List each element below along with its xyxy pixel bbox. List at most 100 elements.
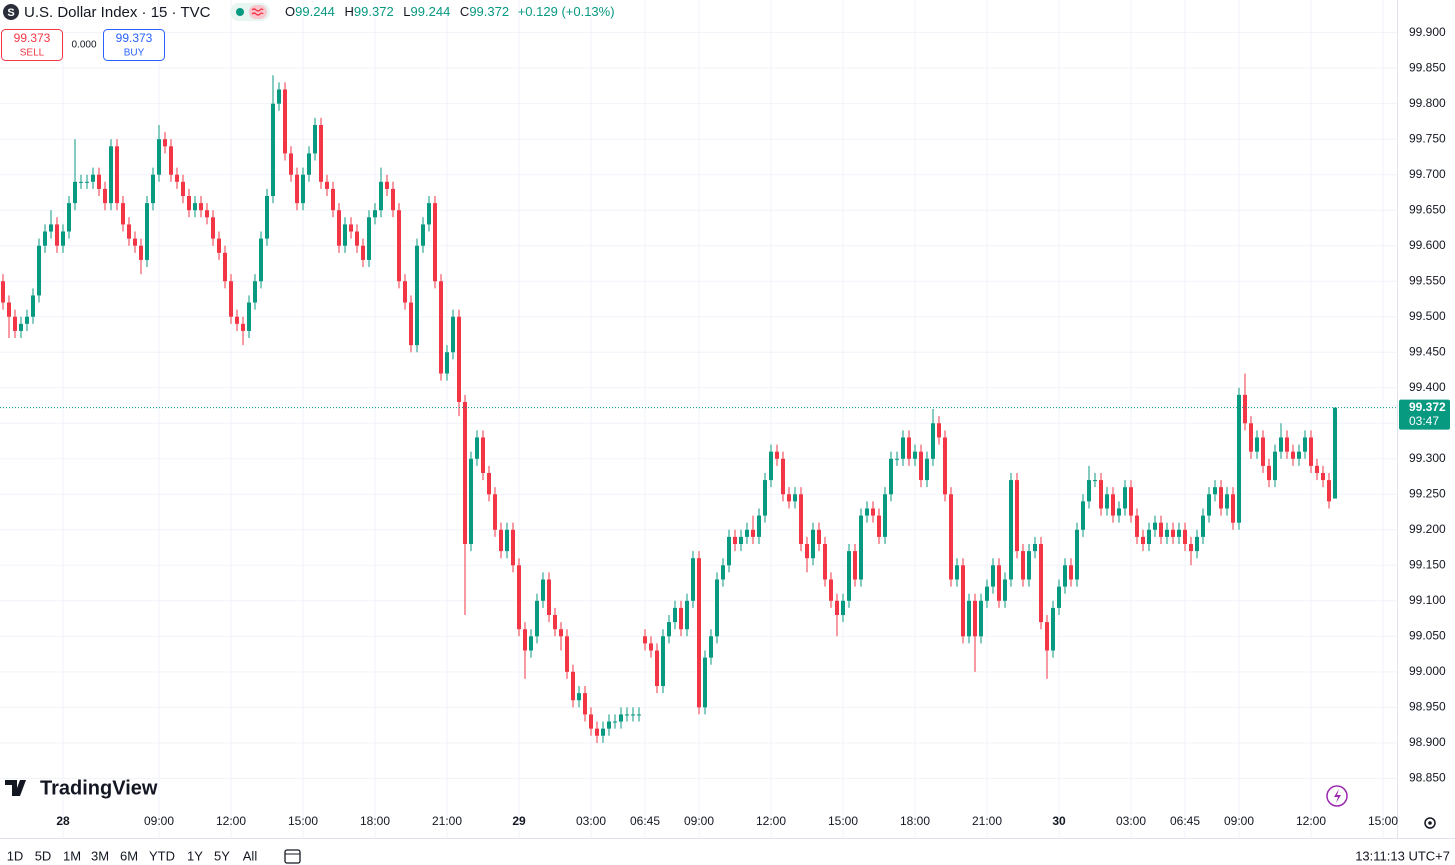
candle-body bbox=[721, 565, 725, 580]
price-tick-label: 99.000 bbox=[1409, 664, 1446, 678]
range-button[interactable]: All bbox=[243, 848, 258, 863]
candle-body bbox=[313, 124, 317, 154]
ohlc-values: O99.244 H99.372 L99.244 C99.372 +0.129 (… bbox=[285, 4, 615, 19]
candle-body bbox=[1243, 394, 1247, 424]
candle-body bbox=[589, 714, 593, 729]
range-button[interactable]: 3M bbox=[91, 848, 109, 863]
candle-body bbox=[1279, 437, 1283, 452]
price-tick-label: 99.700 bbox=[1409, 167, 1446, 181]
candle-body bbox=[925, 458, 929, 481]
sell-button[interactable] bbox=[1, 29, 63, 61]
time-tick-label: 15:00 bbox=[1368, 814, 1398, 828]
countdown-label: 03:47 bbox=[1409, 414, 1439, 428]
price-tick-label: 99.600 bbox=[1409, 238, 1446, 252]
time-tick-label: 09:00 bbox=[1224, 814, 1254, 828]
candle-body bbox=[379, 181, 383, 211]
candle-body bbox=[1249, 423, 1253, 452]
settings-icon bbox=[1424, 817, 1436, 829]
candle-body bbox=[985, 586, 989, 601]
calendar-icon bbox=[284, 849, 301, 864]
candle-body bbox=[1057, 586, 1061, 608]
candle-body bbox=[1333, 407, 1337, 499]
time-tick-label: 03:00 bbox=[576, 814, 606, 828]
candle-body bbox=[571, 671, 575, 701]
candle-body bbox=[907, 437, 911, 459]
candle-body bbox=[283, 89, 287, 154]
candle-body bbox=[541, 579, 545, 601]
range-button[interactable]: 1D bbox=[7, 848, 24, 863]
price-tick-label: 99.100 bbox=[1409, 593, 1446, 607]
price-tick-label: 99.200 bbox=[1409, 522, 1446, 536]
candle-body bbox=[67, 203, 71, 232]
time-tick-label: 29 bbox=[512, 814, 526, 828]
candle-body bbox=[523, 629, 527, 651]
symbol-title[interactable]: U.S. Dollar Index · 15 · TVC bbox=[24, 4, 211, 21]
range-button[interactable]: 6M bbox=[120, 848, 138, 863]
candle-body bbox=[997, 565, 1001, 601]
candle-body bbox=[151, 174, 155, 204]
candle-body bbox=[121, 203, 125, 225]
candle-body bbox=[169, 146, 173, 175]
candle-body bbox=[265, 196, 269, 239]
calendar-button[interactable] bbox=[284, 849, 301, 864]
candle-body bbox=[1189, 543, 1193, 552]
candle-body bbox=[253, 281, 257, 303]
candle-body bbox=[1063, 565, 1067, 587]
candle-body bbox=[133, 238, 137, 246]
candle-body bbox=[1303, 437, 1307, 452]
spread: 0.000 bbox=[71, 40, 96, 51]
settings-button[interactable] bbox=[1424, 817, 1436, 829]
change: +0.129 (+0.13%) bbox=[518, 4, 615, 19]
last-price-label: 99.372 bbox=[1409, 400, 1446, 414]
last-price-badge bbox=[1399, 399, 1450, 430]
candle-body bbox=[217, 238, 221, 253]
candle-body bbox=[337, 210, 341, 246]
price-tick-label: 99.450 bbox=[1409, 344, 1446, 358]
range-button[interactable]: 5D bbox=[35, 848, 52, 863]
range-button[interactable]: 1Y bbox=[187, 848, 203, 863]
candle-body bbox=[829, 579, 833, 601]
candle-body bbox=[697, 558, 701, 708]
candle-body bbox=[679, 607, 683, 630]
market-status bbox=[236, 8, 244, 16]
candle-body bbox=[553, 615, 557, 630]
candle-body bbox=[1105, 494, 1109, 509]
range-button[interactable]: YTD bbox=[149, 848, 175, 863]
plot bbox=[0, 0, 1397, 838]
candle-body bbox=[583, 693, 587, 715]
candle-body bbox=[1039, 543, 1043, 623]
candle-body bbox=[445, 352, 449, 374]
candle-body bbox=[1255, 437, 1259, 452]
candle-body bbox=[793, 494, 797, 502]
candle-body bbox=[187, 196, 191, 211]
candle-body bbox=[349, 224, 353, 232]
candle-body bbox=[427, 203, 431, 225]
candle-body bbox=[781, 458, 785, 495]
candle-body bbox=[547, 579, 551, 616]
range-button[interactable]: 1M bbox=[63, 848, 81, 863]
candle-body bbox=[385, 181, 389, 189]
candle-body bbox=[901, 437, 905, 459]
candle-body bbox=[397, 210, 401, 282]
candle-body bbox=[223, 252, 227, 282]
range-button[interactable]: 5Y bbox=[214, 848, 230, 863]
candle-body bbox=[259, 238, 263, 282]
candle-body bbox=[733, 536, 737, 544]
candle-body bbox=[355, 231, 359, 246]
candle-body bbox=[403, 281, 407, 303]
ohlc-value: 99.244 bbox=[295, 4, 335, 19]
settings-icon-core bbox=[1428, 821, 1432, 825]
buy-button[interactable] bbox=[103, 29, 165, 61]
candle-body bbox=[241, 323, 245, 331]
candle-body bbox=[1159, 522, 1163, 537]
alert-button[interactable] bbox=[1326, 785, 1348, 807]
candle-body bbox=[1327, 480, 1331, 502]
price-tick-label: 99.500 bbox=[1409, 309, 1446, 323]
candle-body bbox=[289, 153, 293, 175]
candle-body bbox=[43, 231, 47, 246]
price-tick-label: 99.550 bbox=[1409, 273, 1446, 287]
candle-body bbox=[13, 316, 17, 331]
clock[interactable]: 13:11:13 UTC+7 bbox=[1355, 848, 1450, 863]
time-tick-label: 03:00 bbox=[1116, 814, 1146, 828]
time-tick-label: 21:00 bbox=[432, 814, 462, 828]
